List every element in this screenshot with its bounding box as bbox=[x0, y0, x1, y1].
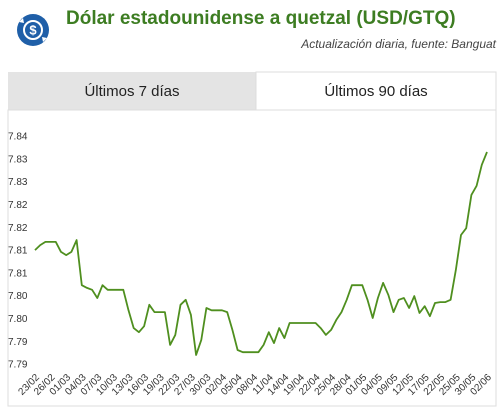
y-tick-label: 7.79 bbox=[8, 337, 28, 348]
y-tick-label: 7.81 bbox=[8, 246, 28, 257]
tab-label[interactable]: Últimos 7 días bbox=[84, 83, 179, 100]
subtitle: Actualización diaria, fuente: Banguat bbox=[300, 37, 496, 51]
y-tick-label: 7.83 bbox=[8, 177, 28, 188]
y-tick-label: 7.79 bbox=[8, 360, 28, 371]
tab-inactive[interactable] bbox=[8, 72, 256, 110]
y-tick-label: 7.81 bbox=[8, 268, 28, 279]
y-tick-label: 7.80 bbox=[8, 314, 28, 325]
app-icon: $ bbox=[17, 14, 49, 46]
tab-label[interactable]: Últimos 90 días bbox=[324, 83, 427, 100]
svg-text:$: $ bbox=[29, 22, 37, 37]
y-tick-label: 7.84 bbox=[8, 132, 28, 143]
y-tick-label: 7.80 bbox=[8, 291, 28, 302]
title: Dólar estadounidense a quetzal (USD/GTQ) bbox=[66, 8, 456, 29]
y-tick-label: 7.82 bbox=[8, 223, 28, 234]
y-tick-label: 7.83 bbox=[8, 154, 28, 165]
chart-panel bbox=[7, 109, 497, 407]
y-tick-label: 7.82 bbox=[8, 200, 28, 211]
line bbox=[34, 151, 488, 356]
